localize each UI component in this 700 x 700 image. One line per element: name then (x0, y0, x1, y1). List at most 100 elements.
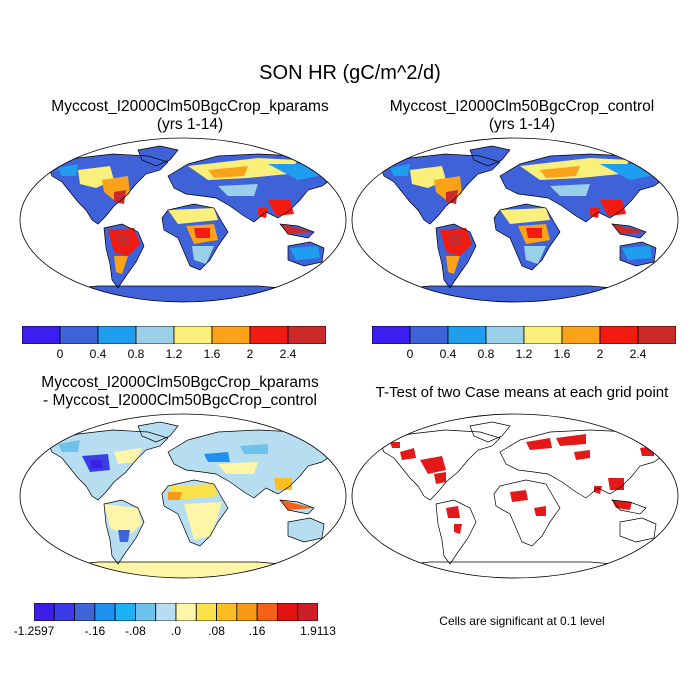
colorbar-difference-swatch-2 (74, 603, 96, 621)
colorbar-kparams-tick-label: 2.4 (279, 347, 297, 361)
control-value-region-17 (612, 224, 646, 234)
colorbar-difference-swatch-9 (216, 603, 238, 621)
colorbar-kparams-ticks: 0 0.4 0.8 1.2 1.6 2 2.4 (22, 347, 326, 363)
control-value-region-18 (590, 208, 600, 218)
control-coastline-greenland (469, 145, 511, 167)
ttest-significant-cells-12 (612, 500, 632, 510)
diff-diff-region-9 (184, 502, 222, 540)
panel-2-title: Myccost_I2000Clm50BgcCrop_control (yrs 1… (352, 98, 692, 134)
diff-coastline-greenland (137, 421, 179, 443)
ttest-coastline-seasia (611, 499, 647, 515)
map-kparams (19, 137, 347, 303)
colorbar-control-swatch-0 (372, 326, 411, 344)
diff-coastline-australia (287, 517, 325, 543)
ttest-significant-cells-7 (534, 506, 546, 516)
ttest-significant-cells-5 (454, 524, 462, 534)
kparams-value-region-8 (168, 208, 218, 224)
panel-1-title-line2: (yrs 1-14) (156, 116, 224, 133)
colorbar-control-tick-label: 0.8 (477, 347, 495, 361)
colorbar-difference-swatch-0 (34, 603, 55, 621)
significance-note: Cells are significant at 0.1 level (439, 614, 605, 628)
colorbar-control-swatch-3 (485, 326, 525, 344)
colorbar-difference-swatch-11 (256, 603, 278, 621)
ttest-significant-cells-6 (510, 490, 528, 502)
diff-diff-region-15 (274, 478, 292, 490)
panel-4-title: T-Test of two Case means at each grid po… (352, 384, 692, 402)
diff-diff-region-2 (90, 460, 102, 468)
diff-content (37, 421, 337, 578)
colorbar-control-swatch-4 (523, 326, 563, 344)
control-coastline-seasia (611, 223, 647, 239)
map-ttest (351, 413, 679, 579)
kparams-value-region-0 (48, 156, 148, 224)
colorbar-control-swatch-5 (561, 326, 601, 344)
diff-diff-region-14 (280, 500, 314, 510)
ttest-significant-cells-0 (400, 448, 416, 460)
colorbar-kparams-swatch-2 (97, 326, 137, 344)
control-coastline-eurasia (499, 153, 669, 223)
diff-coastline-eurasia (167, 429, 337, 499)
ttest-land-australia (620, 518, 656, 542)
colorbar-difference (34, 603, 318, 621)
colorbar-kparams-swatch-5 (211, 326, 251, 344)
kparams-map-border (19, 137, 347, 303)
diff-diff-region-6 (118, 530, 130, 542)
panel-1-title: Myccost_I2000Clm50BgcCrop_kparams (yrs 1… (20, 98, 360, 134)
colorbar-kparams-swatch-6 (249, 326, 289, 344)
kparams-value-region-13 (208, 166, 248, 178)
colorbar-difference-swatch-5 (135, 603, 157, 621)
colorbar-kparams-swatch-3 (135, 326, 175, 344)
control-coastline-australia (619, 241, 657, 267)
kparams-value-region-6 (116, 234, 130, 246)
colorbar-difference-swatch-3 (94, 603, 116, 621)
ttest-content (369, 421, 669, 578)
figure-title: SON HR (gC/m^2/d) (259, 62, 441, 84)
ttest-significant-cells-3 (390, 442, 400, 448)
control-value-region-6 (448, 234, 462, 246)
ttest-significant-cells-4 (446, 506, 460, 518)
colorbar-control-tick-label: 0 (406, 347, 414, 361)
colorbar-control-tick-label: 2.4 (629, 347, 647, 361)
kparams-value-region-3 (114, 190, 126, 204)
panel-1-title-line1: Myccost_I2000Clm50BgcCrop_kparams (51, 98, 329, 115)
panel-2-title-line1: Myccost_I2000Clm50BgcCrop_control (389, 98, 655, 115)
ttest-coastline-northamerica (379, 429, 501, 501)
diff-diff-region-13 (218, 462, 258, 474)
colorbar-control-swatch-6 (599, 326, 639, 344)
colorbar-kparams-tick-label: 0.4 (89, 347, 107, 361)
diff-land-greenland (138, 422, 178, 442)
control-value-region-19 (622, 246, 652, 260)
control-coastline-southamerica (435, 223, 477, 289)
control-value-region-20 (370, 292, 660, 302)
map-difference (19, 413, 347, 579)
colorbar-difference-tick-label: .16 (248, 624, 266, 638)
colorbar-difference-tick-label: -1.2597 (13, 624, 55, 638)
diff-diff-region-12 (240, 444, 268, 454)
colorbar-difference-swatch-10 (236, 603, 258, 621)
ttest-significant-cells-1 (420, 456, 446, 474)
colorbar-difference-swatch-13 (297, 603, 318, 621)
ttest-significant-cells-10 (574, 450, 590, 460)
colorbar-kparams-swatch-7 (287, 326, 326, 344)
kparams-value-region-7 (114, 256, 128, 274)
control-value-region-15 (550, 184, 590, 196)
ttest-significant-cells-11 (608, 478, 624, 490)
panel-4-title-line1: T-Test of two Case means at each grid po… (375, 384, 669, 401)
colorbar-kparams-tick-label: 1.2 (165, 347, 183, 361)
kparams-coastline-greenland (137, 145, 179, 167)
ttest-significant-cells-2 (434, 472, 446, 484)
colorbar-kparams-tick-label: 2 (246, 347, 254, 361)
colorbar-difference-swatch-12 (277, 603, 299, 621)
colorbar-kparams-swatch-1 (59, 326, 99, 344)
kparams-value-region-15 (218, 184, 258, 196)
kparams-coastline-eurasia (167, 153, 337, 223)
kparams-coastline-africa (161, 203, 229, 271)
kparams-content (37, 145, 337, 302)
kparams-value-region-11 (192, 246, 214, 264)
colorbar-control-swatch-2 (447, 326, 487, 344)
kparams-value-region-10 (194, 228, 210, 238)
ttest-coastline-africa (493, 479, 561, 547)
kparams-coastline-northamerica (47, 153, 169, 225)
control-value-region-7 (446, 256, 460, 274)
ttest-significant-cells-13 (594, 486, 602, 494)
